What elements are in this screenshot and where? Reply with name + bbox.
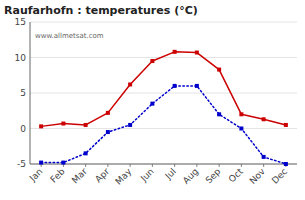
marker (84, 151, 88, 155)
marker (284, 162, 288, 166)
x-tick-label: Feb (48, 166, 67, 185)
x-tick (107, 164, 108, 167)
x-tick-label: Aug (181, 166, 201, 186)
marker (173, 84, 177, 88)
y-tick-label: -5 (17, 159, 26, 169)
marker (84, 123, 88, 127)
x-tick (196, 164, 197, 167)
x-tick (174, 164, 175, 167)
x-tick (241, 164, 242, 167)
grid-line (30, 93, 297, 94)
x-tick (152, 164, 153, 167)
marker (262, 117, 266, 121)
marker (128, 82, 132, 86)
marker (39, 124, 43, 128)
marker (284, 123, 288, 127)
x-tick-label: Dec (270, 166, 289, 185)
x-axis (30, 164, 297, 165)
x-tick-label: May (113, 166, 134, 187)
line (41, 86, 286, 164)
grid-line (30, 128, 297, 129)
x-tick-label: Jun (138, 166, 156, 184)
x-tick (219, 164, 220, 167)
line (41, 52, 286, 127)
x-tick-label: Nov (248, 166, 268, 186)
title: Raufarhofn : temperatures (°C) (4, 4, 198, 17)
marker (217, 112, 221, 116)
grid-line (30, 164, 297, 165)
marker (195, 51, 199, 55)
marker (61, 161, 65, 165)
marker (195, 84, 199, 88)
x-tick (85, 164, 86, 167)
marker (217, 68, 221, 72)
marker (61, 122, 65, 126)
grid-line (30, 22, 297, 23)
marker (173, 50, 177, 54)
chart: -5 0 5 10 15 JanFebMarAprMayJun JulAugSep OctNo… (0, 0, 305, 200)
y-tick-label: 15 (15, 17, 26, 27)
y-tick-label: 0 (20, 124, 26, 134)
marker (106, 130, 110, 134)
watermark: www.allmetsat.com (35, 32, 104, 40)
x-tick (130, 164, 131, 167)
x-tick-label: Oct (227, 166, 245, 184)
plot-area (39, 50, 288, 166)
marker (39, 161, 43, 165)
x-tick-label: Jan (27, 166, 45, 184)
marker (262, 155, 266, 159)
x-tick-label: Mar (70, 166, 89, 185)
x-tick-label: Jul (163, 166, 178, 181)
x-tick (263, 164, 264, 167)
marker (239, 112, 243, 116)
x-tick-label: Sep (203, 166, 222, 185)
x-tick-label: Apr (93, 166, 111, 184)
marker (150, 102, 154, 106)
marker (128, 123, 132, 127)
y-tick-label: 10 (15, 53, 27, 63)
y-axis (30, 22, 31, 164)
marker (239, 127, 243, 131)
y-tick-label: 5 (20, 88, 26, 98)
marker (150, 59, 154, 63)
marker (106, 111, 110, 115)
